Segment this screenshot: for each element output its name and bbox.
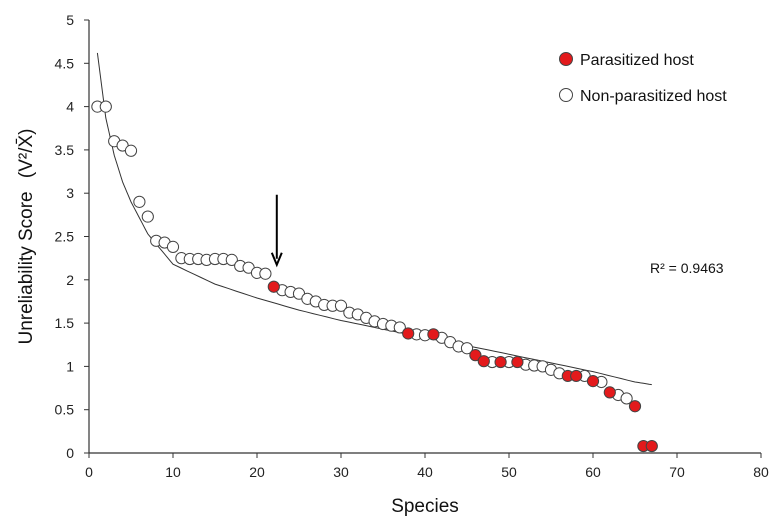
x-tick-label: 0: [85, 464, 93, 480]
axes: [88, 20, 761, 454]
y-axis-title-text: Unreliability Score: [16, 191, 37, 344]
y-tick-label: 1: [66, 358, 74, 374]
point-non-parasitized: [124, 144, 138, 157]
trendline: [96, 52, 652, 386]
y-tick-label: 2: [66, 272, 74, 288]
arrow-head: [270, 252, 283, 268]
legend-marker-non-parasitized: [559, 88, 573, 102]
y-tick-label: 5: [66, 12, 74, 28]
point-parasitized: [603, 386, 616, 399]
point-non-parasitized: [620, 392, 633, 405]
y-tick-label: 4: [66, 99, 74, 115]
point-non-parasitized: [393, 321, 406, 334]
y-tick-label: 0: [66, 445, 74, 461]
y-tick-label: 1.5: [55, 315, 75, 331]
point-parasitized: [570, 369, 583, 383]
x-tick-label: 30: [333, 464, 349, 480]
y-tick-label: 4.5: [55, 55, 75, 71]
x-axis-title: Species: [391, 496, 459, 517]
point-non-parasitized: [259, 267, 272, 280]
point-non-parasitized: [99, 100, 112, 113]
x-tick-label: 70: [669, 464, 685, 480]
point-non-parasitized: [334, 299, 348, 312]
y-tick-label: 3: [66, 185, 74, 201]
point-non-parasitized: [133, 195, 146, 208]
y-tick-label: 0.5: [55, 402, 75, 418]
ticks: 0 10 20 30 40 50 60 70 80 0 0.5 1 1.5 2 2.5 3 3.5 4 4.5 5: [55, 12, 769, 480]
data-points: [91, 100, 658, 453]
point-parasitized: [477, 355, 490, 368]
x-tick-label: 50: [501, 464, 517, 480]
point-non-parasitized: [141, 210, 154, 223]
point-parasitized: [586, 375, 600, 388]
point-parasitized: [469, 349, 482, 362]
y-axis-title-formula: (V²/X̄): [16, 128, 37, 178]
x-tick-label: 40: [417, 464, 433, 480]
y-axis-title: Unreliability Score (V²/X̄): [16, 128, 37, 344]
x-tick-label: 60: [585, 464, 601, 480]
point-parasitized: [427, 328, 440, 341]
y-tick-label: 3.5: [55, 142, 75, 158]
legend-marker-parasitized: [559, 52, 573, 66]
point-parasitized: [494, 355, 507, 369]
legend: Parasitized host Non-parasitized host: [559, 52, 727, 105]
point-parasitized: [402, 327, 415, 340]
annotation-arrow: [270, 194, 283, 268]
point-parasitized: [511, 355, 524, 369]
r-squared-label: R² = 0.9463: [650, 260, 724, 276]
point-non-parasitized: [460, 342, 474, 355]
x-tick-label: 80: [753, 464, 769, 480]
x-tick-label: 10: [165, 464, 181, 480]
point-parasitized: [267, 280, 280, 293]
x-tick-label: 20: [249, 464, 265, 480]
point-parasitized: [645, 439, 658, 453]
point-non-parasitized: [225, 253, 238, 266]
y-tick-label: 2.5: [55, 229, 75, 245]
legend-label-parasitized: Parasitized host: [580, 52, 694, 69]
point-parasitized: [628, 400, 642, 413]
point-non-parasitized: [166, 240, 180, 253]
legend-label-non-parasitized: Non-parasitized host: [580, 88, 727, 105]
